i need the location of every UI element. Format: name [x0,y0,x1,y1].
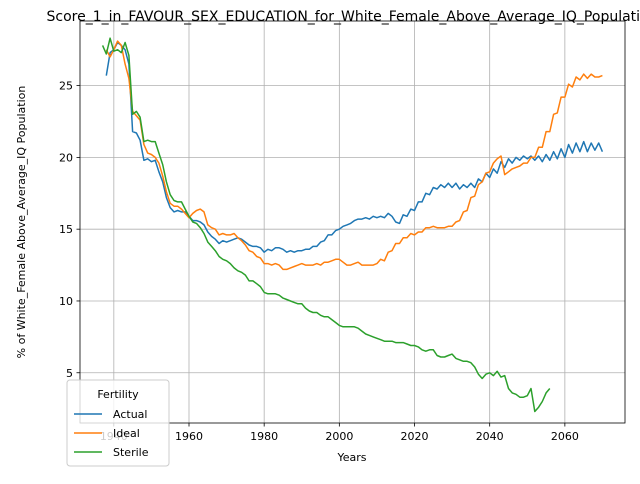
chart-title: Score_1_in_FAVOUR_SEX_EDUCATION_for_Whit… [47,9,640,25]
y-tick-label: 10 [59,295,73,308]
x-tick-label: 1980 [250,430,278,443]
y-tick-label: 20 [59,151,73,164]
legend-label-actual: Actual [113,408,147,421]
legend-title: Fertility [97,388,139,401]
legend-label-sterile: Sterile [113,446,149,459]
x-axis-label: Years [336,451,366,464]
y-tick-label: 15 [59,223,73,236]
legend: Fertility Actual Ideal Sterile [67,380,169,466]
x-tick-label: 2020 [401,430,429,443]
x-tick-label: 1960 [175,430,203,443]
y-tick-label: 25 [59,80,73,93]
y-axis-label: % of White_Female Above_Average_IQ Popul… [15,86,28,359]
x-tick-label: 2040 [476,430,504,443]
x-tick-label: 2000 [325,430,353,443]
y-tick-label: 5 [66,367,73,380]
x-tick-label: 2060 [551,430,579,443]
legend-label-ideal: Ideal [113,427,140,440]
